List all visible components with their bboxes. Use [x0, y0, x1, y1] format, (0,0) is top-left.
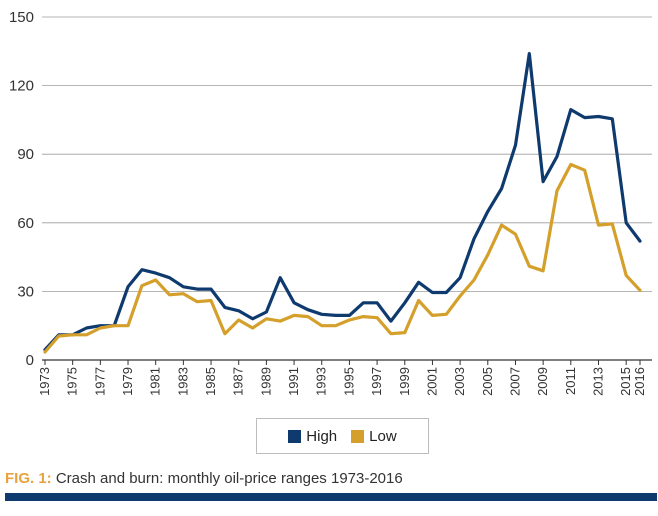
x-tick-label-2007: 2007 [507, 367, 522, 396]
x-tick-label-1991: 1991 [286, 367, 301, 396]
x-tick-label-2009: 2009 [535, 367, 550, 396]
figure-caption-label: FIG. 1: [5, 470, 52, 487]
figure-caption: FIG. 1: Crash and burn: monthly oil-pric… [5, 470, 403, 487]
y-tick-label-90: 90 [17, 146, 34, 163]
x-axis-ticks: 1973 1975 1977 1979 1981 1983 1985 1987 1989 1991… [37, 367, 647, 396]
x-tick-label-1997: 1997 [369, 367, 384, 396]
x-tick-label-1985: 1985 [203, 367, 218, 396]
x-tick-label-1993: 1993 [314, 367, 329, 396]
x-tick-label-1999: 1999 [397, 367, 412, 396]
x-tick-label-1989: 1989 [258, 367, 273, 396]
x-tick-label-1981: 1981 [148, 367, 163, 396]
y-tick-label-60: 60 [17, 215, 34, 232]
y-tick-label-30: 30 [17, 283, 34, 300]
bottom-rule [5, 493, 657, 501]
figure-caption-text: Crash and burn: monthly oil-price ranges… [51, 470, 403, 487]
legend-item-low: Low [351, 428, 397, 445]
gridlines [42, 16, 652, 365]
x-tick-label-1973: 1973 [37, 367, 52, 396]
legend-swatch-high [288, 429, 302, 443]
x-tick-label-1983: 1983 [175, 367, 190, 396]
y-axis-ticks: 0 30 60 90 120 150 [9, 9, 34, 369]
legend-item-high: High [288, 428, 337, 445]
y-tick-label-150: 150 [9, 9, 34, 26]
legend-swatch-low [351, 429, 365, 443]
x-tick-label-2013: 2013 [590, 367, 605, 396]
y-tick-label-120: 120 [9, 78, 34, 95]
legend-label-high: High [306, 427, 338, 445]
x-tick-label-1995: 1995 [341, 367, 356, 396]
x-tick-label-1975: 1975 [65, 367, 80, 396]
x-tick-label-2011: 2011 [563, 367, 578, 395]
x-tick-label-1979: 1979 [120, 367, 135, 396]
x-tick-label-2005: 2005 [480, 367, 495, 396]
x-tick-label-1977: 1977 [92, 367, 107, 396]
series-line-high [43, 51, 642, 352]
x-tick-label-2003: 2003 [452, 367, 467, 396]
legend: High Low [256, 418, 429, 454]
y-tick-label-0: 0 [26, 352, 34, 369]
legend-label-low: Low [369, 427, 397, 445]
x-tick-label-2015: 2015 [618, 367, 633, 396]
x-tick-label-2016: 2016 [632, 367, 647, 396]
series-lines [43, 51, 642, 354]
series-line-low [43, 162, 642, 354]
x-tick-label-2001: 2001 [424, 367, 439, 396]
x-tick-label-1987: 1987 [231, 367, 246, 396]
